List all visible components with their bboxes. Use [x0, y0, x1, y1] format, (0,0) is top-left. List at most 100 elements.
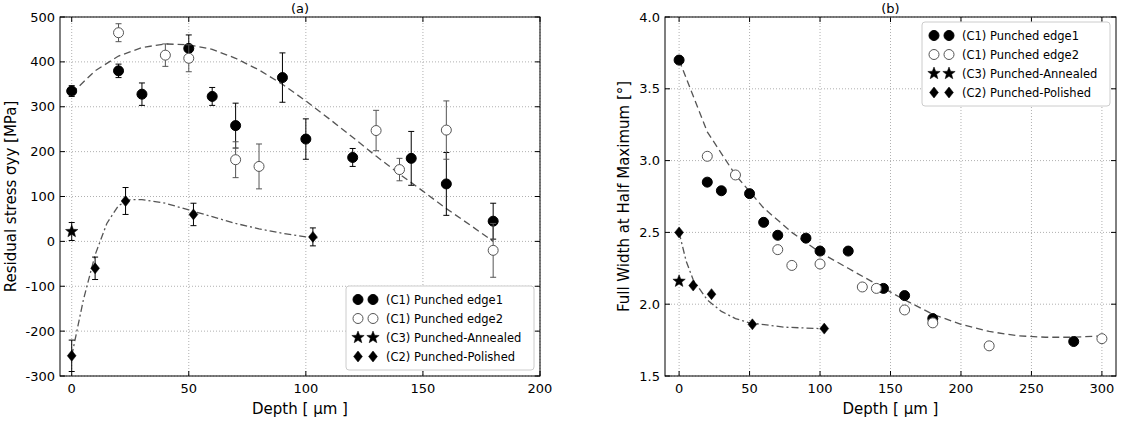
legend-label: (C2) Punched-Polished	[962, 86, 1091, 100]
fit-line	[679, 232, 820, 328]
data-point	[871, 283, 881, 293]
data-point	[441, 125, 451, 135]
tick-label: 0	[68, 381, 76, 396]
tick	[749, 371, 750, 376]
tick	[820, 371, 821, 376]
data-point	[67, 350, 76, 361]
axis-label: Depth [ μm ]	[252, 400, 348, 418]
title: (a)	[291, 1, 309, 16]
title: (b)	[881, 1, 899, 16]
tick	[60, 61, 65, 62]
tick	[535, 286, 540, 287]
legend-label: (C3) Punched-Annealed	[962, 67, 1097, 81]
data-point	[184, 53, 194, 63]
legend-marker	[353, 314, 363, 324]
tick-label: 300	[1089, 381, 1114, 396]
panel: 050100150200-300-200-1000100200300400500…	[2, 1, 552, 418]
data-point	[406, 153, 416, 163]
data-point	[160, 50, 170, 60]
tick-label: 50	[741, 381, 758, 396]
tick	[890, 17, 891, 22]
panel: 0501001502002503001.52.02.53.03.54.0(b)D…	[615, 1, 1116, 418]
grid-line	[820, 17, 821, 376]
data-point	[707, 289, 716, 300]
tick	[665, 160, 670, 161]
tick	[820, 17, 821, 22]
data-point	[773, 230, 783, 240]
tick	[665, 232, 670, 233]
tick-label: 0	[675, 381, 683, 396]
data-point	[1069, 337, 1079, 347]
data-point	[301, 134, 311, 144]
data-point	[900, 291, 910, 301]
data-point	[815, 259, 825, 269]
tick	[535, 241, 540, 242]
tick	[1111, 232, 1116, 233]
tick	[679, 17, 680, 22]
data-point	[114, 66, 124, 76]
data-point	[67, 86, 77, 96]
tick-label: 200	[528, 381, 553, 396]
tick-label: -200	[25, 324, 55, 339]
data-point	[675, 227, 684, 238]
grid-line	[60, 241, 540, 242]
data-point	[231, 121, 241, 131]
data-point	[745, 189, 755, 199]
tick	[1031, 371, 1032, 376]
data-point	[137, 89, 147, 99]
tick	[60, 286, 65, 287]
data-point	[702, 151, 712, 161]
tick-label: 100	[808, 381, 833, 396]
data-point	[673, 275, 685, 287]
legend-marker	[368, 295, 378, 305]
tick	[305, 17, 306, 22]
tick-label: 300	[30, 99, 55, 114]
tick	[749, 17, 750, 22]
tick-label: 250	[1019, 381, 1044, 396]
legend-marker	[945, 87, 954, 98]
tick	[535, 61, 540, 62]
tick-label: 2.0	[639, 297, 660, 312]
tick	[188, 17, 189, 22]
tick	[60, 196, 65, 197]
tick-label: 100	[293, 381, 318, 396]
tick	[422, 17, 423, 22]
data-point	[787, 260, 797, 270]
legend-marker	[928, 67, 940, 79]
tick-label: 150	[878, 381, 903, 396]
tick	[1101, 17, 1102, 22]
axis-label: Full Width at Half Maximum [°]	[615, 81, 633, 312]
data-point	[759, 217, 769, 227]
tick-label: 200	[30, 144, 55, 159]
tick	[60, 331, 65, 332]
tick-label: 3.5	[639, 81, 660, 96]
tick-label: 1.5	[639, 369, 660, 384]
legend-marker	[930, 87, 939, 98]
tick	[305, 371, 306, 376]
legend-label: (C3) Punched-Annealed	[386, 331, 521, 345]
data-point	[801, 233, 811, 243]
grid-line	[665, 232, 1116, 233]
grid-line	[60, 196, 540, 197]
tick	[60, 151, 65, 152]
legend-marker	[352, 331, 364, 343]
data-point	[277, 73, 287, 83]
tick	[535, 331, 540, 332]
data-point	[207, 91, 217, 101]
data-point	[730, 170, 740, 180]
data-point	[371, 126, 381, 136]
tick	[188, 371, 189, 376]
grid-line	[60, 151, 540, 152]
plot-frame	[665, 17, 1116, 376]
legend-label: (C2) Punched-Polished	[386, 350, 515, 364]
data-point	[308, 231, 317, 242]
data-point	[984, 341, 994, 351]
data-point	[815, 246, 825, 256]
grid-line	[665, 160, 1116, 161]
tick	[1031, 17, 1032, 22]
legend-marker	[354, 351, 363, 362]
tick	[665, 304, 670, 305]
figure: 050100150200-300-200-1000100200300400500…	[0, 0, 1127, 426]
data-point	[1097, 334, 1107, 344]
legend-marker	[944, 31, 954, 41]
